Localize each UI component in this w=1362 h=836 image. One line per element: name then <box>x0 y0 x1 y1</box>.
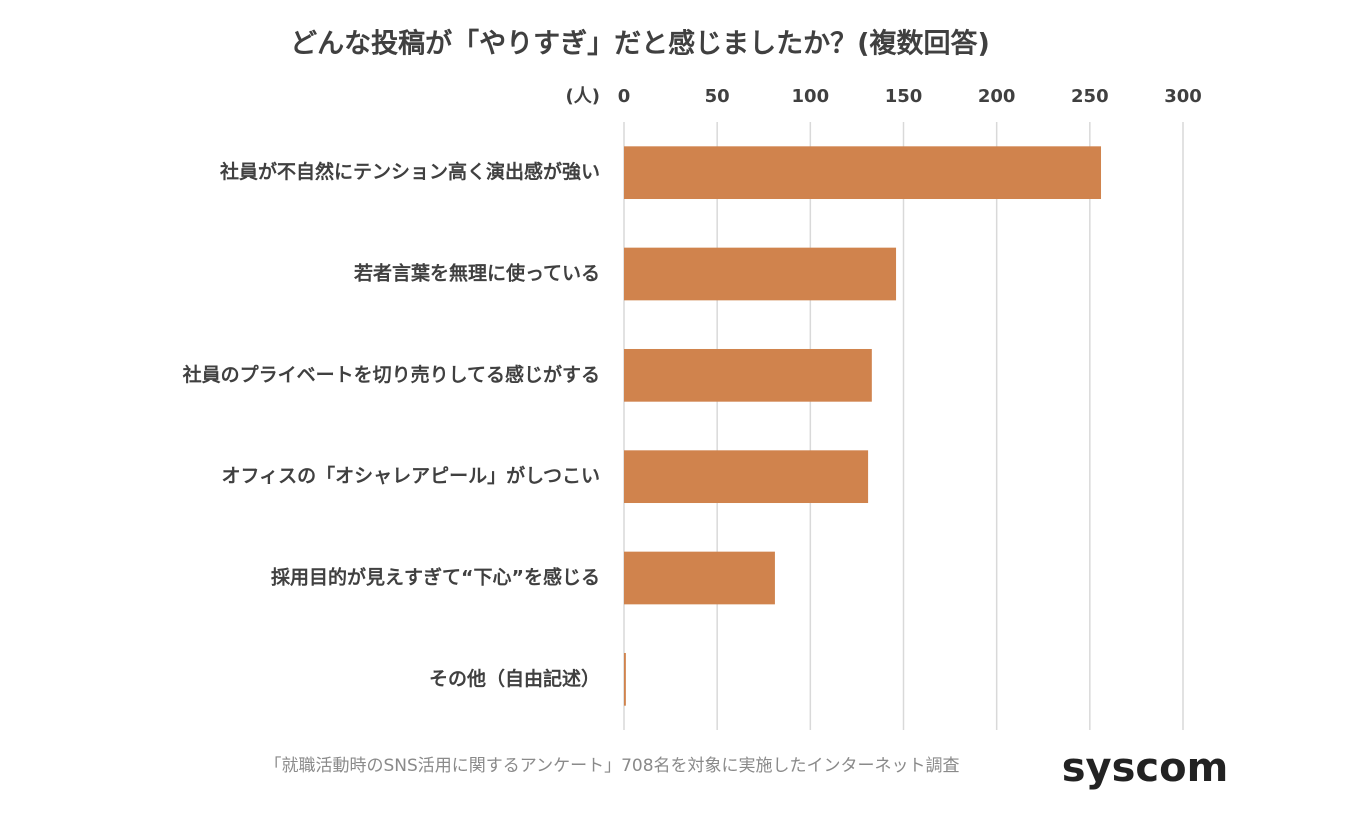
axis-unit: (人) <box>566 86 600 107</box>
y-tick-label: 若者言葉を無理に使っている <box>354 262 600 285</box>
y-tick-label: その他（自由記述） <box>429 667 600 690</box>
x-tick-label: 100 <box>792 86 830 107</box>
x-tick-label: 200 <box>978 86 1016 107</box>
x-tick-label: 250 <box>1071 86 1109 107</box>
logo: syscom <box>1062 745 1229 791</box>
chart-title: どんな投稿が「やりすぎ」だと感じましたか？(複数回答) <box>290 28 990 60</box>
x-tick-label: 300 <box>1164 86 1202 107</box>
bar <box>624 146 1102 200</box>
bar <box>624 247 897 301</box>
bar <box>624 652 626 706</box>
bar <box>624 551 775 605</box>
x-tick-label: 0 <box>618 86 631 107</box>
bar <box>624 348 872 402</box>
y-tick-label: 採用目的が見えすぎて“下心”を感じる <box>271 566 600 589</box>
y-tick-label: 社員が不自然にテンション高く演出感が強い <box>219 160 600 183</box>
y-tick-label: 社員のプライベートを切り売りしてる感じがする <box>182 363 600 386</box>
bar <box>624 450 869 504</box>
x-tick-label: 50 <box>705 86 730 107</box>
y-tick-label: オフィスの「オシャレアピール」がしつこい <box>222 464 600 487</box>
x-tick-label: 150 <box>885 86 923 107</box>
footnote: 「就職活動時のSNS活用に関するアンケート」708名を対象に実施したインターネッ… <box>264 756 959 776</box>
